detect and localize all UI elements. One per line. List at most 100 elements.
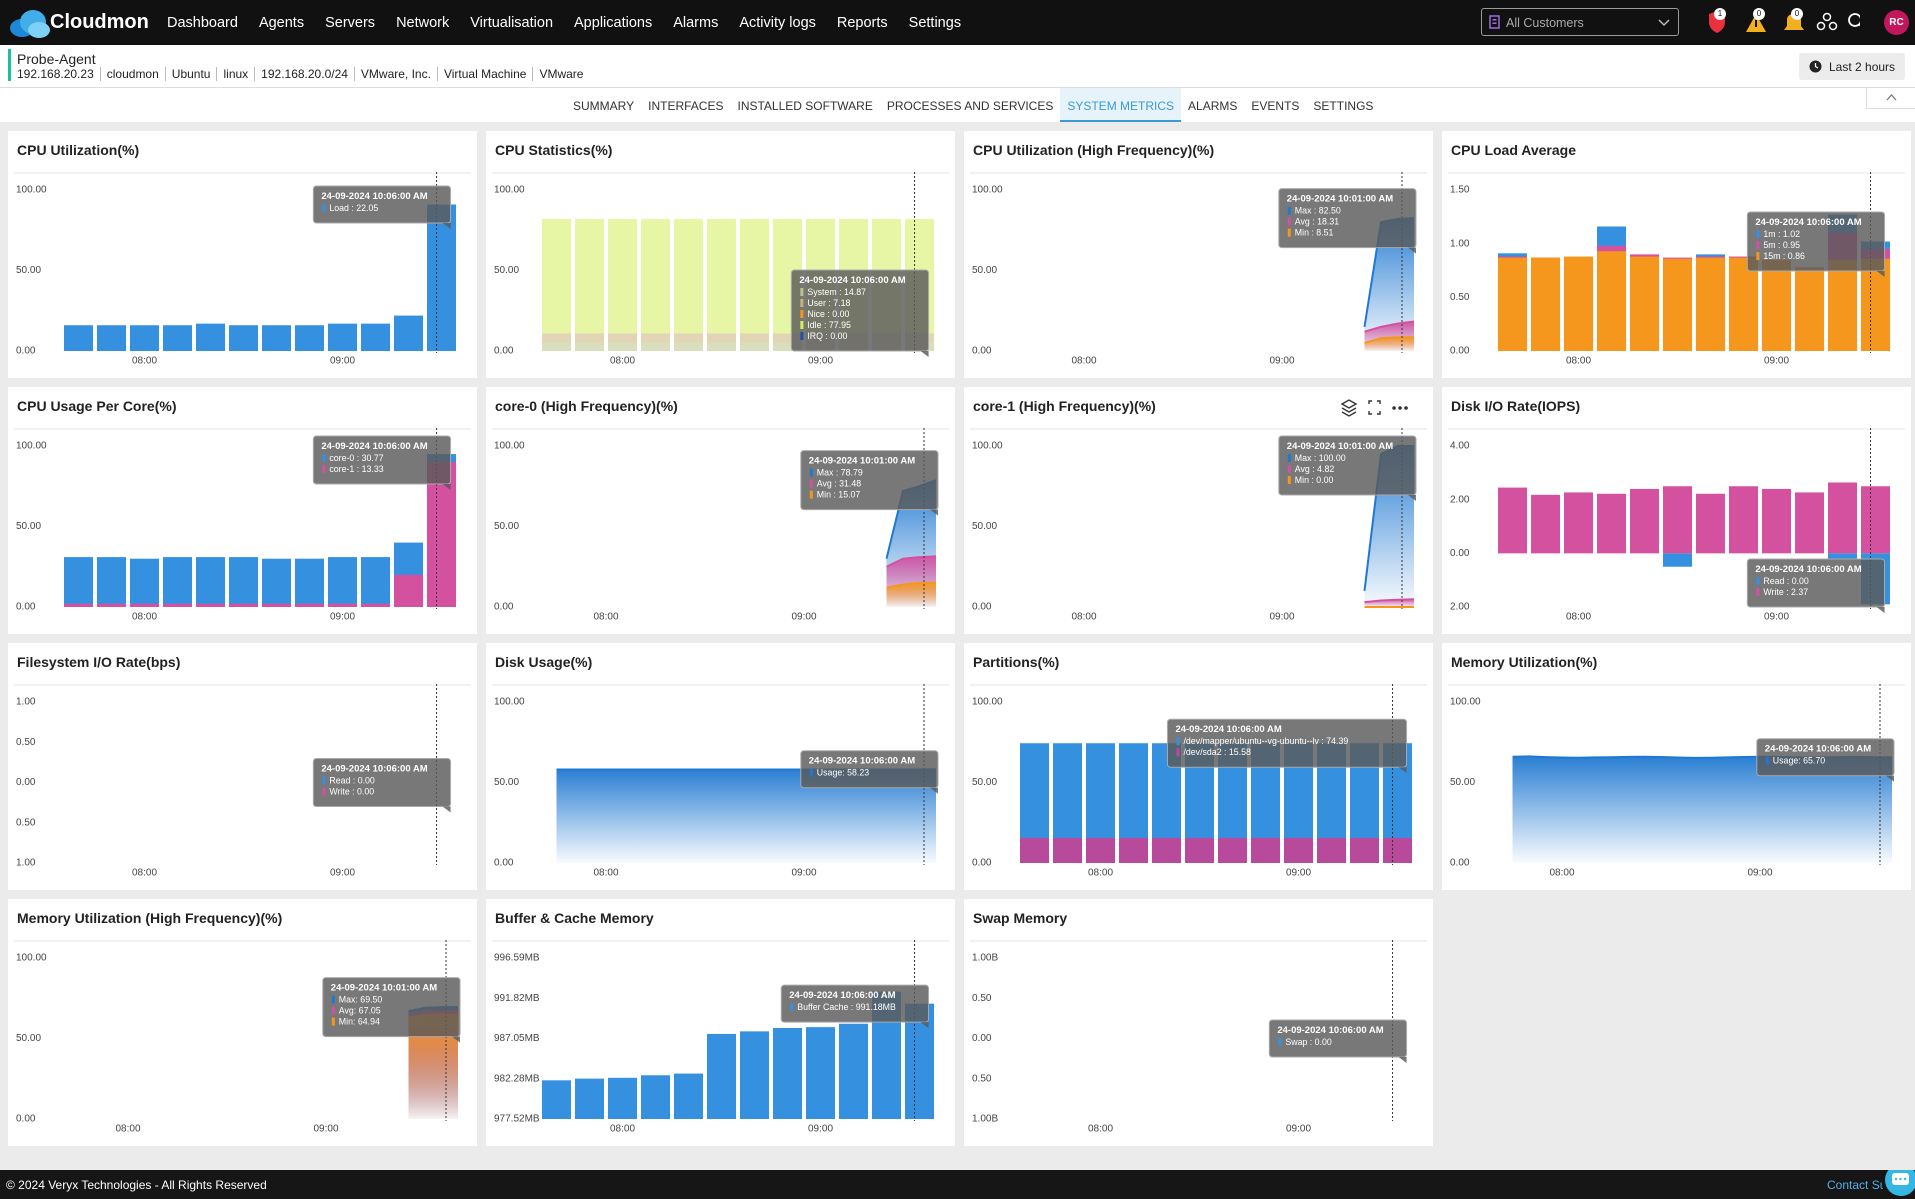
nav-item[interactable]: Servers (325, 15, 376, 31)
x-tick-label: 09:00 (1286, 1124, 1311, 1135)
tooltip-title: 24-09-2024 10:06:00 AM (1755, 564, 1861, 575)
y-tick-label: 0.00 (972, 346, 992, 357)
bar (739, 333, 770, 343)
line (886, 555, 937, 568)
tooltip-item: Buffer Cache : 991.18MB (797, 1002, 896, 1012)
widget-actions[interactable] (1340, 399, 1408, 417)
bar (673, 333, 704, 343)
time-range-button[interactable]: Last 2 hours (1799, 53, 1905, 80)
y-tick-label: 50.00 (16, 1033, 41, 1044)
tooltip-swatch (331, 1006, 335, 1015)
contact-clip: Contact Support (1827, 1178, 1883, 1192)
tooltip-box (1268, 1019, 1408, 1058)
bar (706, 218, 737, 334)
tab[interactable]: INSTALLED SOFTWARE (737, 99, 873, 113)
widget-chart: Disk Usage(%) 0.00 50.00 100.00 08:00 09:00 24… (492, 654, 949, 879)
tab[interactable]: EVENTS (1251, 99, 1300, 113)
nav-item[interactable]: Applications (574, 15, 653, 31)
agent-name: Probe-Agent (17, 51, 96, 67)
y-tick-label: 100.00 (494, 697, 525, 708)
tab[interactable]: PROCESSES AND SERVICES (886, 99, 1054, 113)
bar (607, 342, 638, 351)
widget-chart: CPU Usage Per Core(%) 0.00 50.00 100.00 08:0… (14, 398, 471, 623)
bar (607, 333, 638, 343)
bar (228, 557, 259, 607)
bar (1497, 257, 1528, 351)
agent-detail: 192.168.20.0/24 (254, 67, 354, 81)
x-tick-label: 08:00 (1566, 612, 1591, 623)
tooltip-box (800, 450, 939, 511)
tooltip-swatch (331, 1017, 335, 1026)
tooltip-swatch (322, 454, 326, 462)
y-tick-label: 0.00 (972, 1033, 992, 1044)
bar (640, 218, 671, 334)
y-tick-label: 0.50 (1450, 292, 1470, 303)
tooltip-box (322, 977, 461, 1038)
tab[interactable]: SUMMARY (573, 99, 635, 113)
bar (1662, 486, 1693, 554)
tooltip-box (312, 758, 452, 807)
nav-item[interactable]: Virtualisation (470, 15, 554, 31)
tab[interactable]: ALARMS (1188, 99, 1238, 113)
customer-select[interactable]: All Customers (1481, 8, 1679, 36)
toolbar-icons[interactable] (1700, 0, 1860, 45)
tooltip-box (312, 435, 452, 485)
tooltip-item: Avg : 31.48 (817, 479, 861, 489)
layers-icon (1340, 399, 1358, 417)
bar (541, 342, 572, 351)
tab[interactable]: SYSTEM METRICS (1060, 88, 1182, 122)
nav-item[interactable]: Dashboard (167, 15, 238, 31)
agent-detail: cloudmon (99, 67, 165, 81)
bar (195, 557, 226, 607)
nav-item[interactable]: Agents (258, 15, 305, 31)
bar (1118, 837, 1149, 863)
chevron (1658, 19, 1670, 27)
tooltip-swatch (800, 332, 804, 340)
widget-chart: CPU Statistics(%) 0.00 50.00 100.00 08:00 09:… (492, 142, 949, 367)
collapse-button[interactable] (1866, 88, 1915, 109)
tooltip-swatch (1176, 737, 1180, 746)
tooltip-box (1166, 718, 1408, 768)
y-tick-label: 4.00 (1450, 441, 1470, 452)
x-tick-label: 08:00 (115, 1124, 140, 1135)
tooltip-pointer (1408, 495, 1416, 501)
y-tick-label: 2.00 (1450, 494, 1470, 505)
tab[interactable]: SETTINGS (1313, 99, 1374, 113)
y-tick-label: 0.50 (972, 993, 992, 1004)
nav-item[interactable]: Settings (908, 15, 962, 31)
nav-item[interactable]: Network (396, 15, 450, 31)
bar (162, 557, 193, 607)
bar (1728, 486, 1759, 554)
widget-title: CPU Load Average (1451, 142, 1576, 158)
tooltip-box (1278, 188, 1417, 249)
nav-item[interactable]: Alarms (673, 15, 719, 31)
x-tick-label: 08:00 (132, 356, 157, 367)
tooltip-item: Min : 0.00 (1295, 475, 1334, 485)
tab[interactable]: INTERFACES (648, 99, 724, 113)
widget-title: Disk Usage(%) (495, 654, 592, 670)
widget-chart: Buffer & Cache Memory 977.52MB 982.28MB 987… (492, 910, 949, 1135)
tooltip-pointer (1398, 1057, 1407, 1063)
tooltip-item: Avg : 4.82 (1295, 464, 1335, 474)
x-tick-label: 09:00 (330, 612, 355, 623)
y-tick-label: 100.00 (1450, 697, 1481, 708)
avatar[interactable]: RC (1884, 10, 1909, 35)
tooltip-title: 24-09-2024 10:01:00 AM (1287, 194, 1393, 205)
y-tick-label: 982.28MB (494, 1073, 540, 1084)
tooltip-swatch (1756, 241, 1760, 250)
nav-item[interactable]: Activity logs (739, 15, 816, 31)
contact-link[interactable]: Contact Support (1827, 1178, 1883, 1192)
brand[interactable]: Cloudmon (50, 11, 149, 33)
bar (1860, 258, 1891, 351)
widget-chart: CPU Load Average 0.00 0.50 1.00 1.50 08:00 09:… (1448, 142, 1905, 367)
chat-button[interactable] (1883, 1170, 1915, 1199)
tooltip-swatch (1287, 217, 1291, 226)
nav-item[interactable]: Reports (836, 15, 888, 31)
line (1364, 336, 1415, 344)
bar (1530, 494, 1561, 554)
tooltip-swatch (1176, 748, 1180, 757)
y-tick-label: 1.50 (1450, 185, 1470, 196)
